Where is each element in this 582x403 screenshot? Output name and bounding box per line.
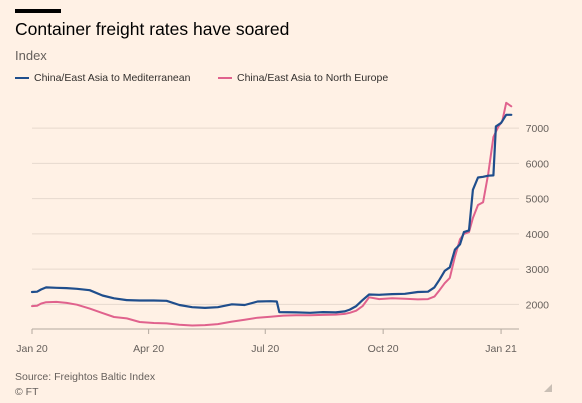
y-tick-label-2000: 2000 bbox=[526, 299, 550, 311]
resize-grip-icon bbox=[544, 384, 552, 392]
legend-swatch-mediterranean bbox=[15, 77, 29, 79]
y-tick-label-3000: 3000 bbox=[526, 264, 550, 276]
chart-title: Container freight rates have soared bbox=[15, 19, 290, 39]
legend-item-north-europe: China/East Asia to North Europe bbox=[218, 72, 388, 84]
y-tick-label-4000: 4000 bbox=[526, 229, 550, 241]
legend-item-mediterranean: China/East Asia to Mediterranean bbox=[15, 72, 190, 84]
y-tick-label-7000: 7000 bbox=[526, 123, 550, 135]
x-tick-label-apr-20: Apr 20 bbox=[133, 343, 164, 355]
legend-label-north-europe: China/East Asia to North Europe bbox=[237, 72, 389, 84]
x-tick-label-oct-20: Oct 20 bbox=[368, 343, 399, 355]
ft-credit: © FT bbox=[15, 386, 39, 398]
x-tick-label-jan-20: Jan 20 bbox=[16, 343, 48, 355]
series-line-mediterranean bbox=[30, 113, 513, 314]
source-note: Source: Freightos Baltic Index bbox=[15, 371, 156, 383]
title-bar-accent bbox=[15, 9, 61, 13]
y-tick-label-5000: 5000 bbox=[526, 194, 550, 206]
x-tick-label-jul-20: Jul 20 bbox=[251, 343, 279, 355]
chart-subtitle: Index bbox=[15, 48, 47, 63]
series-line-north-europe bbox=[31, 101, 513, 327]
y-tick-label-6000: 6000 bbox=[526, 158, 550, 170]
legend-swatch-north-europe bbox=[218, 77, 232, 79]
x-tick-label-jan-21: Jan 21 bbox=[485, 343, 517, 355]
legend-label-mediterranean: China/East Asia to Mediterranean bbox=[34, 72, 191, 84]
